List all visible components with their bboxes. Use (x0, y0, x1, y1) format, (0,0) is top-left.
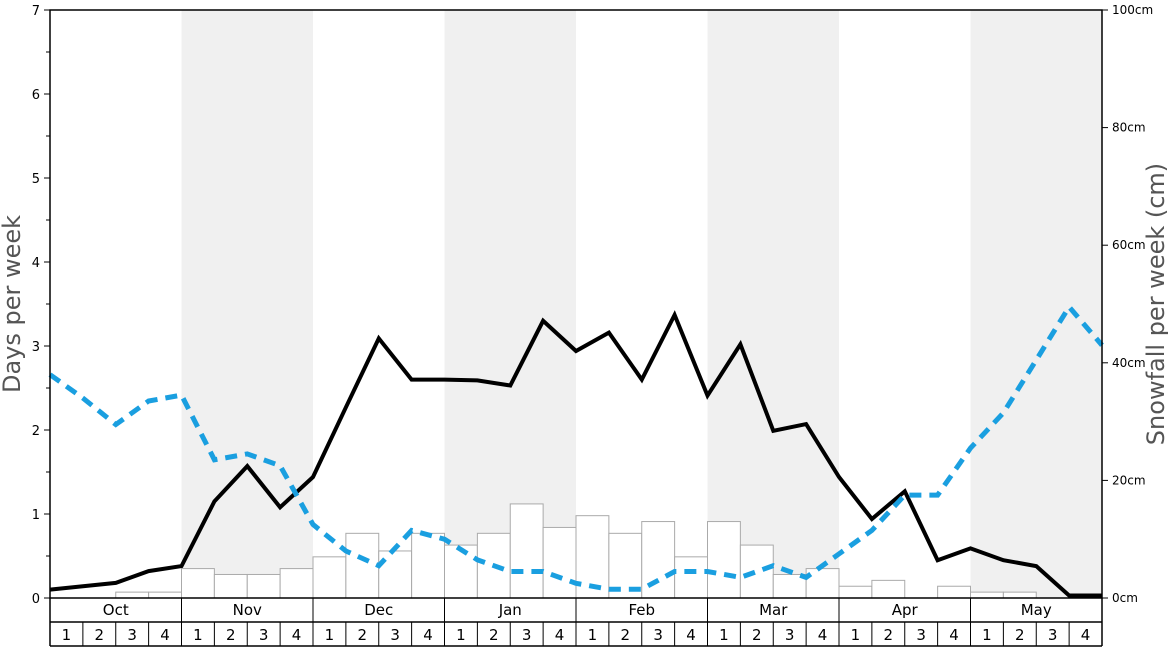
week-label: 3 (916, 626, 926, 644)
snowfall-bar (246, 573, 281, 599)
snowfall-bar (279, 568, 314, 599)
month-label: Dec (364, 601, 393, 619)
days-per-week-line (49, 310, 1102, 598)
month-shade-jan (444, 10, 576, 598)
snowfall-bar (805, 568, 840, 599)
week-label: 3 (522, 626, 532, 644)
snowfall-bar (345, 532, 380, 599)
week-label: 2 (489, 626, 499, 644)
left-tick-label: 0 (32, 592, 40, 607)
month-label: May (1021, 601, 1052, 619)
week-label: 1 (588, 626, 598, 644)
week-label: 1 (193, 626, 203, 644)
week-label: 3 (785, 626, 795, 644)
y-axis-right-title: Snowfall per week (cm) (1142, 163, 1168, 445)
snowfall-bar (213, 573, 248, 599)
week-label: 3 (390, 626, 400, 644)
left-tick-label: 6 (32, 88, 40, 103)
week-label: 4 (818, 626, 828, 644)
snowfall-bar (707, 521, 741, 599)
week-label: 1 (982, 626, 992, 644)
week-label: 1 (456, 626, 466, 644)
snowfall-bar (838, 585, 873, 599)
right-tick-label: 60cm (1112, 238, 1146, 252)
snowfall-bars (115, 503, 1037, 599)
left-tick-label: 1 (32, 508, 40, 523)
month-label: Mar (759, 601, 788, 619)
snowfall-bar (937, 585, 971, 599)
week-label: 4 (555, 626, 565, 644)
snowfall-bar (970, 591, 1004, 599)
week-label: 3 (1048, 626, 1058, 644)
snowfall-bar (739, 544, 774, 599)
month-label: Feb (628, 601, 655, 619)
week-label: 4 (292, 626, 302, 644)
week-label: 2 (752, 626, 762, 644)
week-label: 4 (1081, 626, 1091, 644)
week-label: 2 (358, 626, 368, 644)
month-label: Oct (103, 601, 129, 619)
snowfall-bar (1002, 591, 1037, 599)
week-label: 4 (686, 626, 696, 644)
month-label: Nov (233, 601, 262, 619)
week-label: 3 (653, 626, 663, 644)
week-label: 2 (884, 626, 894, 644)
snowfall-bar (148, 591, 182, 599)
week-label: 2 (226, 626, 236, 644)
right-tick-label: 100cm (1112, 3, 1153, 17)
week-label: 4 (949, 626, 959, 644)
right-tick-label: 40cm (1112, 356, 1146, 370)
month-shade-may (970, 10, 1102, 598)
week-label: 4 (160, 626, 170, 644)
right-tick-label: 80cm (1112, 121, 1146, 135)
snowfall-bar (871, 579, 906, 599)
x-axis-labels: Oct 1 2 3 4 Nov 1 2 3 4 Dec 1 2 3 4 Jan 1 2 3 4 Feb 1 2 3 4 Mar 1 2… (49, 598, 1103, 647)
week-label: 3 (259, 626, 269, 644)
left-tick-label: 7 (32, 4, 40, 19)
month-shade-nov (181, 10, 313, 598)
month-shading (181, 10, 1102, 598)
snowfall-bar (509, 503, 544, 599)
left-tick-label: 3 (32, 340, 40, 355)
week-label: 2 (95, 626, 105, 644)
snowfall-bar (444, 544, 478, 599)
month-label: Apr (892, 601, 919, 619)
month-shade-mar (707, 10, 839, 598)
left-tick-label: 5 (32, 172, 40, 187)
left-tick-label: 2 (32, 424, 40, 439)
left-tick-label: 4 (32, 256, 40, 271)
snowfall-bar (115, 591, 150, 599)
y-axis-left-title: Days per week (0, 215, 26, 393)
week-label: 1 (62, 626, 72, 644)
week-label: 4 (423, 626, 433, 644)
snowfall-bar (542, 526, 577, 599)
week-label: 2 (1015, 626, 1025, 644)
week-label: 1 (851, 626, 861, 644)
snowfall-bar (641, 521, 676, 599)
dashed-series-line (48, 302, 1104, 592)
month-label: Jan (498, 601, 522, 619)
week-label: 1 (719, 626, 729, 644)
week-label: 2 (621, 626, 631, 644)
right-tick-label: 0cm (1112, 591, 1138, 605)
series-lines (48, 302, 1104, 598)
week-label: 1 (325, 626, 335, 644)
right-tick-label: 20cm (1112, 473, 1146, 487)
snowfall-bar (674, 556, 708, 599)
snowfall-bar (312, 556, 347, 599)
snowfall-bar (411, 532, 445, 599)
snowfall-bar (181, 568, 215, 599)
week-label: 3 (127, 626, 137, 644)
